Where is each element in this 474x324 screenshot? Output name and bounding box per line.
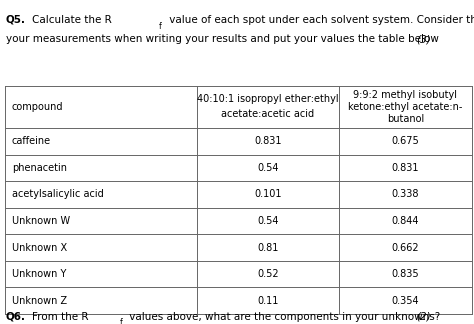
Text: Unknown Y: Unknown Y	[12, 269, 66, 279]
Text: 0.54: 0.54	[257, 216, 279, 226]
Text: your measurements when writing your results and put your values the table below: your measurements when writing your resu…	[6, 34, 438, 44]
Text: butanol: butanol	[387, 114, 424, 124]
Text: 0.354: 0.354	[392, 296, 419, 306]
Text: (2): (2)	[416, 312, 431, 322]
Text: 0.662: 0.662	[392, 243, 419, 252]
Text: acetate:acetic acid: acetate:acetic acid	[221, 109, 314, 119]
Text: 0.54: 0.54	[257, 163, 279, 173]
Text: f: f	[119, 318, 122, 324]
Text: Q5.: Q5.	[6, 15, 26, 25]
Text: 0.675: 0.675	[392, 136, 419, 146]
Text: 0.831: 0.831	[392, 163, 419, 173]
Text: value of each spot under each solvent system. Consider the accuracy of: value of each spot under each solvent sy…	[166, 15, 474, 25]
Text: 0.835: 0.835	[392, 269, 419, 279]
Text: 0.831: 0.831	[254, 136, 282, 146]
Text: (3): (3)	[416, 34, 431, 44]
Text: ketone:ethyl acetate:n-: ketone:ethyl acetate:n-	[348, 102, 463, 112]
Text: From the R: From the R	[32, 312, 89, 322]
Text: 0.52: 0.52	[257, 269, 279, 279]
Text: 9:9:2 methyl isobutyl: 9:9:2 methyl isobutyl	[353, 90, 457, 99]
Text: 0.81: 0.81	[257, 243, 279, 252]
Text: 0.101: 0.101	[254, 190, 282, 199]
Text: 0.844: 0.844	[392, 216, 419, 226]
Text: caffeine: caffeine	[12, 136, 51, 146]
Text: Unknown W: Unknown W	[12, 216, 70, 226]
Text: acetylsalicylic acid: acetylsalicylic acid	[12, 190, 104, 199]
Text: 0.338: 0.338	[392, 190, 419, 199]
Text: Q6.: Q6.	[6, 312, 26, 322]
Text: 0.11: 0.11	[257, 296, 279, 306]
Text: values above, what are the components in your unknowns?: values above, what are the components in…	[126, 312, 440, 322]
Text: Unknown Z: Unknown Z	[12, 296, 67, 306]
Text: Calculate the R: Calculate the R	[32, 15, 112, 25]
Text: f: f	[159, 22, 162, 31]
Text: Unknown X: Unknown X	[12, 243, 67, 252]
Text: phenacetin: phenacetin	[12, 163, 67, 173]
Text: compound: compound	[12, 102, 64, 112]
Text: 40:10:1 isopropyl ether:ethyl: 40:10:1 isopropyl ether:ethyl	[197, 94, 338, 104]
